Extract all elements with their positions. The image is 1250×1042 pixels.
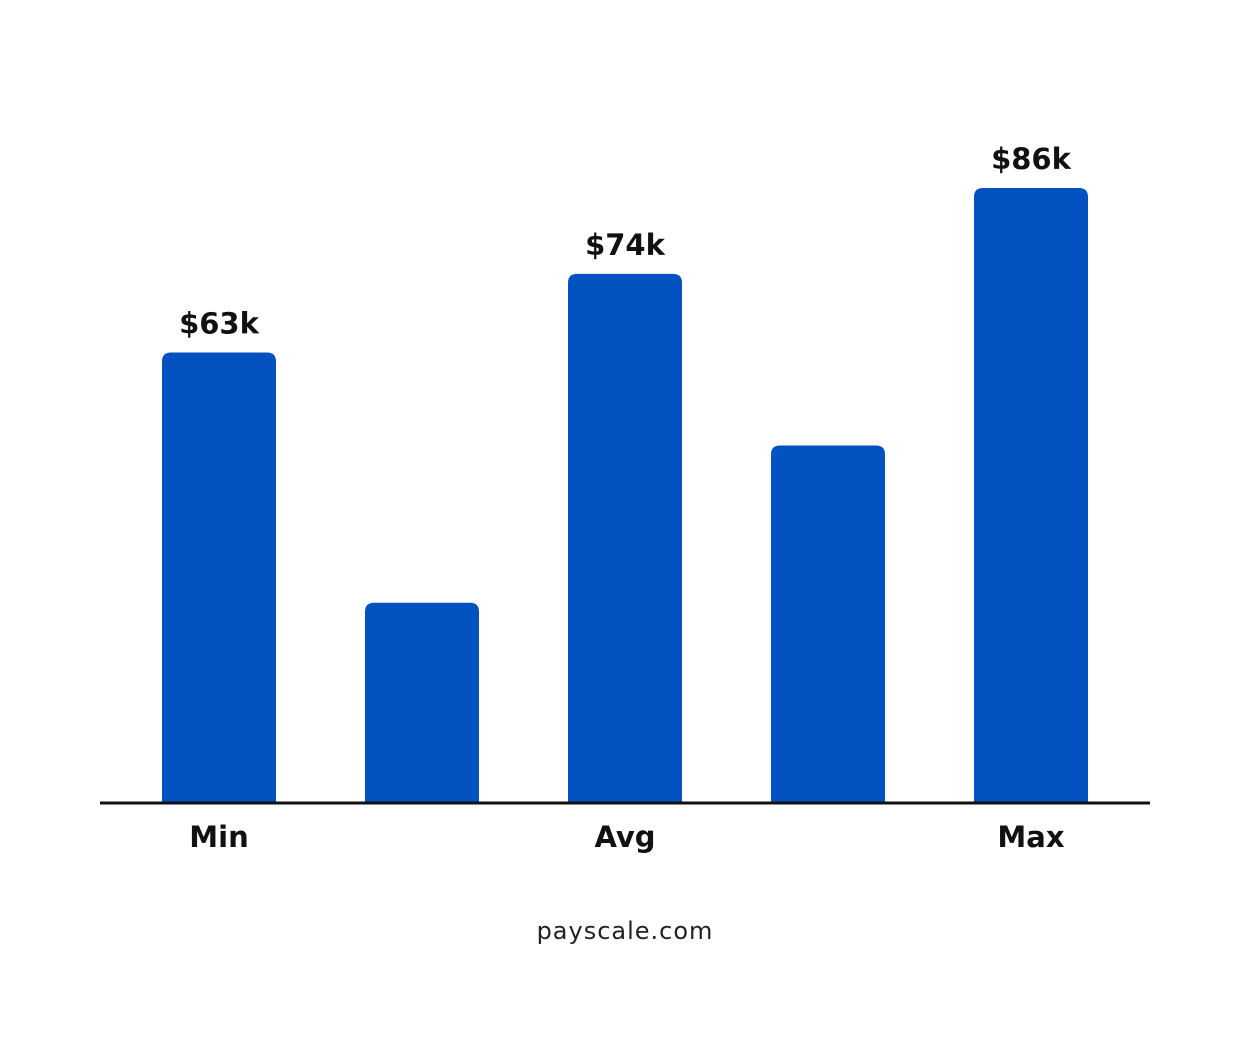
bar: [771, 445, 885, 803]
bar: [365, 602, 479, 803]
x-tick-label: Max: [997, 820, 1064, 854]
bar: [568, 273, 682, 803]
value-label: $63k: [179, 306, 260, 340]
bar: [974, 188, 1088, 803]
x-tick-label: Avg: [594, 820, 655, 854]
x-tick-label: Min: [189, 820, 248, 854]
source: payscale.com: [537, 917, 714, 945]
value-label: $74k: [585, 228, 666, 262]
bar: [162, 352, 276, 803]
value-label: $86k: [991, 142, 1072, 176]
